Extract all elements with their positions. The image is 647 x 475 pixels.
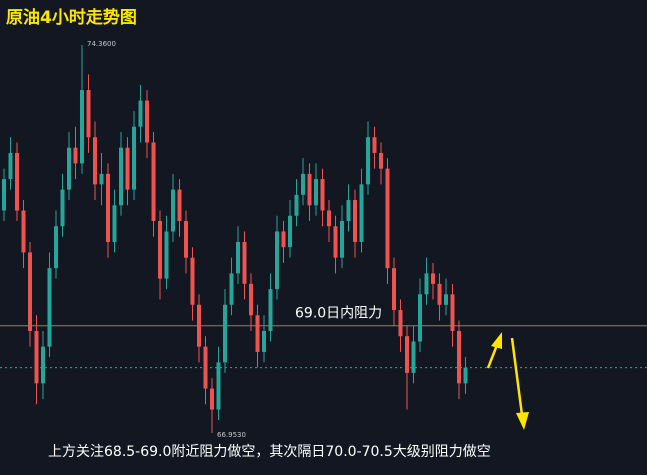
candle-body: [47, 268, 52, 347]
candle-body: [210, 388, 214, 410]
candle-body: [463, 367, 468, 384]
candle-body: [171, 189, 175, 232]
candle-body: [437, 283, 442, 305]
arrows: [486, 332, 529, 430]
candle-body: [106, 173, 110, 242]
candle-body: [366, 137, 370, 185]
candle-body: [294, 194, 299, 216]
candle-body: [99, 173, 104, 185]
candle-body: [54, 226, 58, 269]
candle-body: [242, 241, 247, 284]
candle-body: [236, 241, 240, 274]
candle-body: [223, 304, 227, 363]
candle-body: [41, 346, 45, 384]
candle-body: [67, 147, 71, 190]
candle-body: [457, 330, 461, 384]
candle-body: [262, 330, 266, 352]
candle-body: [34, 330, 39, 384]
candle-body: [411, 341, 416, 373]
arrow-head: [491, 332, 502, 349]
candle-body: [255, 315, 260, 352]
candle-body: [359, 184, 364, 242]
candle-body: [444, 294, 448, 305]
candle-body: [184, 221, 188, 258]
candle-body: [398, 310, 403, 337]
candle-body: [112, 205, 117, 242]
candle-body: [320, 179, 325, 211]
candle-body: [379, 152, 383, 169]
candle-body: [119, 147, 123, 206]
candle-body: [164, 231, 169, 279]
candle-body: [158, 221, 162, 279]
candle-body: [2, 179, 6, 211]
candle-body: [405, 336, 409, 373]
extreme-label: 66.9530: [217, 431, 246, 439]
candle-body: [353, 200, 357, 242]
candle-body: [301, 173, 305, 195]
candle-body: [372, 137, 377, 153]
extreme-label: 74.3600: [87, 40, 116, 48]
candle-body: [15, 152, 19, 211]
candle-body: [60, 189, 65, 227]
candle-body: [80, 90, 84, 164]
candle-body: [392, 268, 396, 311]
candle-body: [8, 152, 13, 180]
candle-body: [28, 252, 32, 331]
candle-body: [281, 231, 286, 248]
candle-body: [385, 168, 390, 269]
candle-body: [346, 200, 351, 222]
candle-body: [327, 210, 331, 227]
candle-body: [288, 215, 292, 248]
arrow-up: [486, 344, 499, 369]
chart-title: 原油4小时走势图: [6, 7, 137, 28]
candle-body: [424, 273, 429, 295]
candle-body: [216, 362, 221, 410]
candle-body: [177, 189, 182, 222]
candle-body: [307, 173, 312, 206]
candle-body: [190, 257, 195, 305]
candle-body: [229, 273, 234, 305]
candle-body: [418, 294, 422, 342]
candle-body: [450, 294, 455, 331]
candle-body: [86, 90, 91, 138]
candle-body: [333, 226, 338, 258]
candle-body: [93, 137, 97, 185]
candle-body: [275, 231, 279, 290]
candle-body: [138, 100, 143, 127]
resistance-label: 69.0日内阻力: [295, 306, 382, 322]
arrow-head: [516, 412, 529, 430]
arrow-down: [510, 337, 524, 416]
candle-body: [203, 346, 208, 389]
candle-body: [431, 273, 435, 284]
candle-body: [125, 147, 130, 190]
candle-body: [249, 283, 253, 316]
candle-body: [145, 100, 149, 143]
candle-body: [21, 210, 26, 253]
plot: 69.0日内阻力 74.3600 66.9530: [0, 40, 647, 439]
candle-body: [268, 289, 273, 331]
candle-body: [340, 221, 344, 258]
candle-body: [197, 304, 201, 347]
candle-body: [151, 142, 156, 222]
candle-body: [73, 147, 78, 164]
candle-body: [132, 126, 136, 190]
note: 上方关注68.5-69.0附近阻力做空，其次隔日70.0-70.5大级别阻力做空: [48, 444, 491, 460]
candle-body: [314, 179, 318, 206]
